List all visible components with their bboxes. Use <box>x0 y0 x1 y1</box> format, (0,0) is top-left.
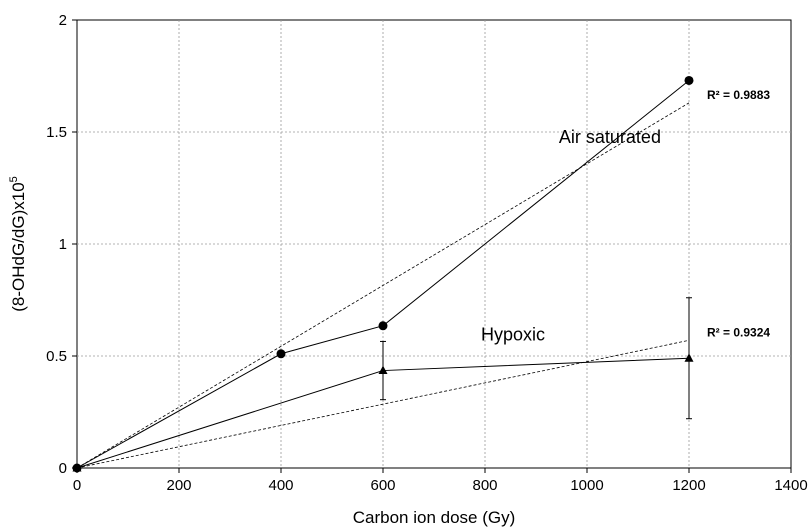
x-tick-label: 400 <box>268 477 293 494</box>
r-squared-label: R² = 0.9324 <box>707 325 770 339</box>
markers <box>72 75 694 473</box>
x-tick-label: 1000 <box>570 477 603 494</box>
series-line <box>76 80 690 469</box>
data-point-triangle <box>72 463 82 472</box>
y-tick-label: 0 <box>59 460 67 477</box>
data-point-circle <box>378 321 388 331</box>
data-point-triangle <box>378 365 388 375</box>
trendline <box>76 102 690 469</box>
y-axis-title-main: (8-OHdG/dG)x10 <box>9 182 28 311</box>
y-axis-title: (8-OHdG/dG)x105 <box>8 176 28 312</box>
data-point-circle <box>684 75 694 85</box>
trendline <box>76 339 690 469</box>
y-tick-label: 1.5 <box>46 124 67 141</box>
trendlines <box>76 102 690 469</box>
tick-labels: 0 200 400 600 800 1000 1200 1400 0 0.5 1 1.5 2 <box>46 12 808 494</box>
series-annotation: Air saturated <box>559 127 661 147</box>
x-tick-label: 0 <box>73 477 81 494</box>
x-tick-label: 1200 <box>672 477 705 494</box>
annotations: Air saturated Hypoxic <box>481 127 661 344</box>
data-point-circle <box>276 349 286 359</box>
y-tick-label: 2 <box>59 12 67 29</box>
data-point-triangle <box>684 353 694 362</box>
x-axis-title: Carbon ion dose (Gy) <box>353 508 516 527</box>
x-tick-label: 600 <box>370 477 395 494</box>
y-axis-title-superscript: 5 <box>8 176 20 182</box>
y-tick-label: 1 <box>59 236 67 253</box>
series-annotation: Hypoxic <box>481 324 545 344</box>
y-tick-label: 0.5 <box>46 348 67 365</box>
x-tick-label: 1400 <box>774 477 807 494</box>
x-tick-label: 800 <box>472 477 497 494</box>
r2-labels: R² = 0.9883 R² = 0.9324 <box>707 88 770 339</box>
r-squared-label: R² = 0.9883 <box>707 88 770 102</box>
x-tick-label: 200 <box>166 477 191 494</box>
